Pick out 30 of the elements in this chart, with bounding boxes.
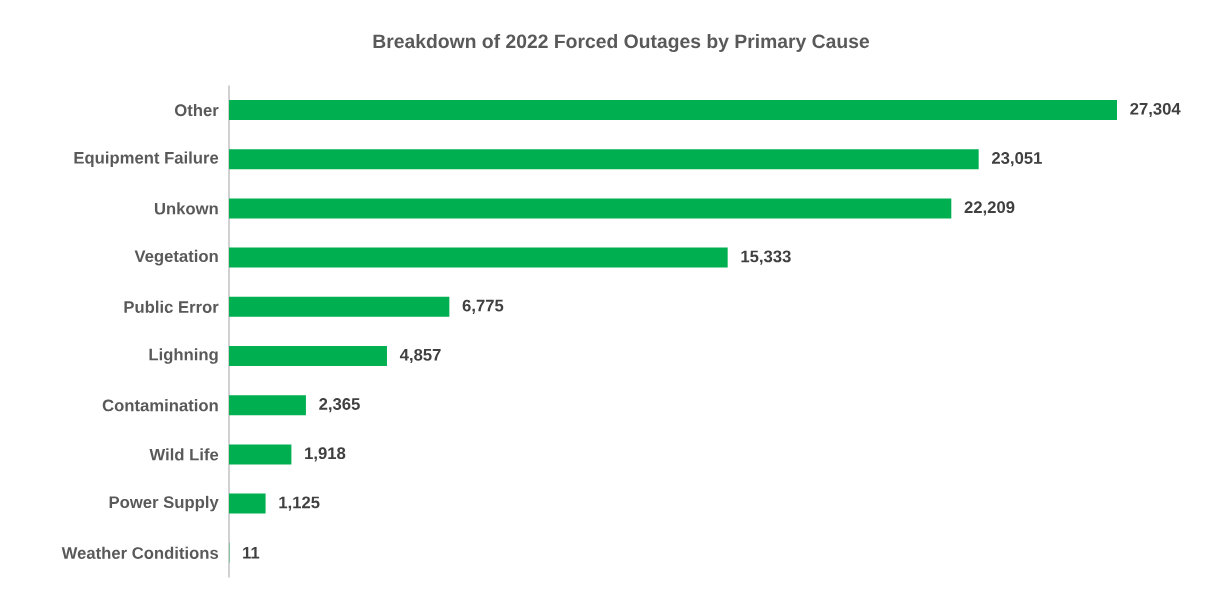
data-label: 22,209 [964, 201, 1015, 216]
bar [229, 296, 450, 317]
bar [229, 395, 306, 416]
bar [229, 444, 292, 465]
y-tick-label: Other [174, 103, 219, 117]
bar [229, 493, 266, 514]
data-label: 2,365 [319, 398, 360, 413]
data-label: 23,051 [991, 152, 1042, 167]
data-label: 27,304 [1130, 102, 1181, 118]
y-tick-label: Lighning [149, 348, 218, 364]
y-tick-label: Weather Conditions [61, 546, 219, 559]
bar [229, 100, 1117, 120]
data-label: 4,857 [399, 348, 441, 364]
bar [229, 247, 728, 268]
data-label: 1,125 [279, 496, 320, 511]
y-tick-label: Public Error [124, 300, 219, 313]
data-label: 1,918 [305, 447, 346, 462]
y-tick-label: Equipment Failure [74, 151, 219, 167]
y-tick-label: Contamination [102, 399, 218, 412]
chart-title: Breakdown of 2022 Forced Outages by Primary Cause [373, 33, 870, 53]
y-tick-label: Wild Life [149, 448, 219, 461]
data-label: 11 [243, 547, 260, 559]
y-tick-label: Unkown [154, 202, 218, 215]
y-tick-label: Vegetation [134, 249, 218, 266]
bar [229, 149, 979, 170]
bar [229, 346, 387, 366]
data-label: 15,333 [741, 250, 791, 265]
bar [229, 198, 952, 219]
data-label: 6,775 [462, 299, 504, 314]
y-tick-label: Power Supply [109, 495, 219, 512]
